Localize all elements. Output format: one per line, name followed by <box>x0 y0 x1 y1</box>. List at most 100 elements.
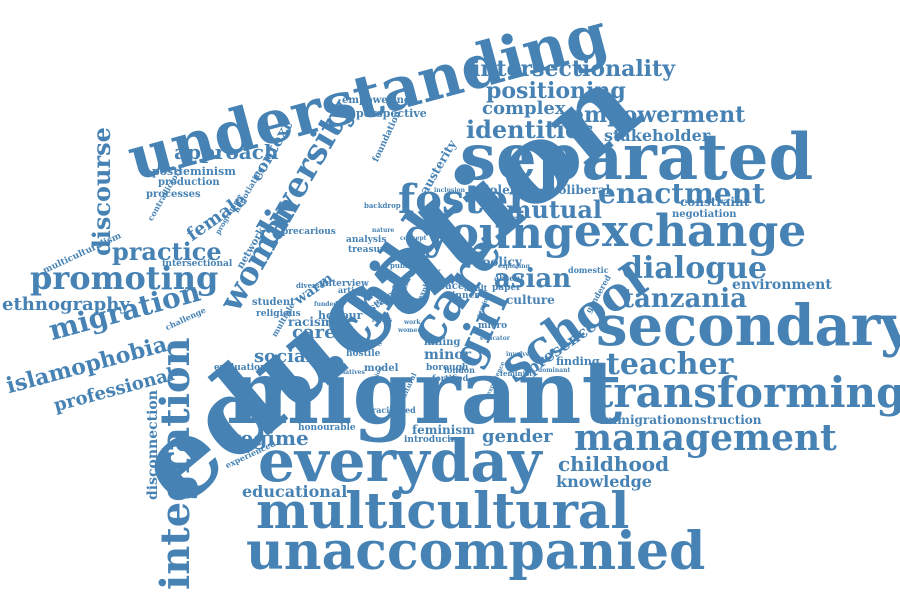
word-involved: involved <box>506 351 534 358</box>
word-management: management <box>574 417 837 459</box>
word-separated: separated <box>460 120 814 195</box>
word-rights: rights <box>372 317 393 324</box>
word-dominant: dominant <box>538 367 571 374</box>
word-neoliberal: neoliberal <box>542 183 611 197</box>
word-unaccompanied: unaccompanied <box>246 521 706 582</box>
word-intersectionality: intersectionality <box>472 56 675 82</box>
word-nature: nature <box>372 227 395 234</box>
word-teacher: teacher <box>606 347 734 382</box>
word-stage: stage <box>364 289 386 298</box>
word-feminism: feminism <box>412 423 475 437</box>
word-religious: religious <box>256 309 301 319</box>
word-precarious: precarious <box>282 227 336 237</box>
word-honour: honour <box>318 309 363 322</box>
word-disconnection: disconnection <box>145 390 161 500</box>
word-identities: identities <box>466 115 594 144</box>
word-minor: minor <box>424 347 472 363</box>
word-relatives: relatives <box>336 369 365 376</box>
word-environment: environment <box>732 277 832 293</box>
word-negotiation: negotiation <box>672 209 737 220</box>
word-diverse: diverse <box>296 281 325 290</box>
word-mutual: mutual <box>506 195 603 224</box>
word-backdrop: backdrop <box>364 201 401 210</box>
word-intersectional: intersectional <box>162 259 233 269</box>
word-adult: adult <box>464 283 488 293</box>
word-work: work <box>404 319 421 326</box>
word-absent: absent <box>494 273 524 283</box>
word-honourable: honourable <box>298 423 356 433</box>
word-inclusion: inclusion <box>434 187 465 194</box>
word-constraint: constraint <box>680 195 750 209</box>
word-race: race <box>440 281 465 292</box>
word-student: student <box>252 297 295 308</box>
word-feminist: feminist <box>500 369 533 378</box>
word-carer: carer <box>292 322 346 343</box>
word-foster: foster <box>398 176 530 223</box>
word-gender: gender <box>482 426 553 447</box>
word-inner: inner <box>452 291 479 301</box>
word-multicultural: multicultural <box>256 481 630 540</box>
word-study: study <box>410 267 441 278</box>
word-london: london <box>444 365 475 375</box>
word-city: city <box>392 281 409 291</box>
word-integration: integration <box>152 337 199 590</box>
word-finding: finding <box>556 355 600 368</box>
word-violence: violence <box>478 183 534 197</box>
word-domestic: domestic <box>568 265 609 275</box>
word-perspective: perspective <box>356 107 427 120</box>
word-ethnography: ethnography <box>2 294 130 315</box>
word-regime: regime <box>230 426 309 450</box>
word-treasure: treasure <box>348 245 391 255</box>
word-model: model <box>364 363 399 374</box>
word-construction: construction <box>676 413 762 427</box>
word-educator: educator <box>480 335 510 342</box>
word-policy: policy <box>482 255 522 269</box>
word-approach: approach <box>174 140 279 164</box>
word-year: year <box>376 297 393 306</box>
word-transforming: transforming <box>594 368 900 417</box>
word-dialogue: dialogue <box>622 251 768 286</box>
word-immigration: immigration <box>600 413 684 427</box>
word-childhood: childhood <box>558 452 670 476</box>
word-everyday: everyday <box>258 427 542 495</box>
word-empowering: empowering <box>342 95 411 106</box>
word-social: social <box>254 346 313 367</box>
word-knowledge: knowledge <box>556 472 652 491</box>
word-borough: borough <box>426 363 469 373</box>
word-killing: killing <box>424 337 461 348</box>
word-hostile: hostile <box>346 349 381 359</box>
word-funded: funded <box>314 301 338 308</box>
word-exchange: exchange <box>574 206 807 257</box>
word-paper: paper <box>492 283 521 293</box>
word-positioning: positioning <box>486 78 626 104</box>
word-racialised: racialised <box>372 405 416 415</box>
word-introducing: introducing <box>404 435 464 445</box>
word-production: production <box>158 177 220 188</box>
word-processes: processes <box>146 189 201 200</box>
word-young: young <box>424 208 574 259</box>
word-micro: micro <box>478 321 508 331</box>
word-postfeminism: postfeminism <box>152 165 236 178</box>
word-women: women <box>398 327 422 334</box>
word-space: space <box>360 339 383 348</box>
word-racism: racism <box>288 315 334 329</box>
word-enactment: enactment <box>598 177 766 210</box>
word-culture: culture <box>506 293 555 307</box>
word-evaluation: evaluation <box>214 363 267 373</box>
word-article: article <box>338 285 368 295</box>
word-stakeholder: stakeholder <box>604 126 711 145</box>
word-promoting: promoting <box>30 259 219 297</box>
word-analysis: analysis <box>346 235 387 245</box>
word-interview: interview <box>322 279 369 289</box>
word-public: public <box>390 261 415 270</box>
word-migrant: migrant <box>226 340 623 444</box>
word-exploring: exploring <box>498 263 530 270</box>
word-secondary: secondary <box>596 293 900 359</box>
word-asian: asian <box>494 264 572 294</box>
word-complex: complex <box>482 98 566 119</box>
word-concept: concept <box>400 235 427 242</box>
word-empowerment: empowerment <box>570 102 746 128</box>
word-practice: practice <box>112 237 222 266</box>
word-tanzania: tanzania <box>622 284 747 314</box>
